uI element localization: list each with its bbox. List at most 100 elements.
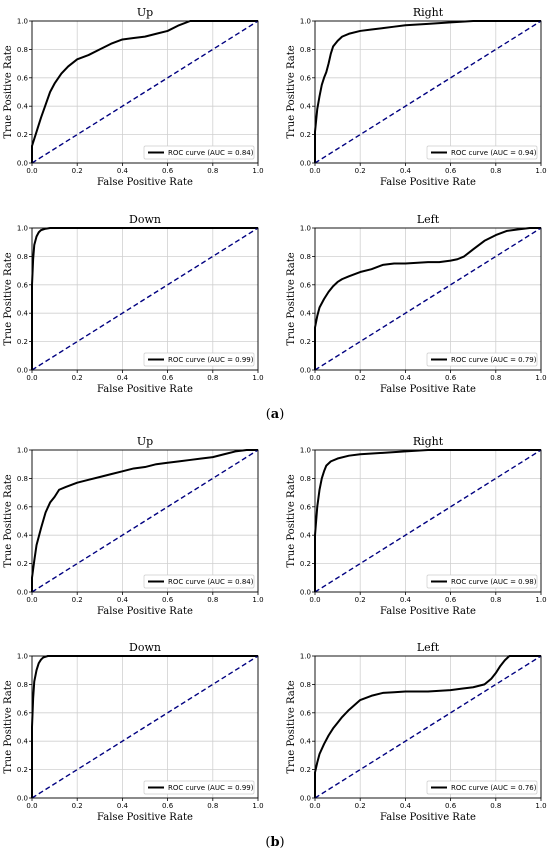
y-tick-label: 0.0 bbox=[17, 367, 28, 375]
x-tick-label: 1.0 bbox=[252, 802, 263, 810]
x-tick-label: 0.0 bbox=[26, 802, 37, 810]
y-tick-label: 1.0 bbox=[17, 18, 28, 26]
legend-box bbox=[143, 352, 255, 367]
y-tick-label: 0.0 bbox=[300, 795, 311, 803]
legend-entry: ROC curve (AUC = 0.84) bbox=[168, 578, 254, 586]
chance-diagonal-line bbox=[314, 227, 542, 371]
roc-curve-line bbox=[31, 449, 258, 592]
x-tick-label: 0.0 bbox=[309, 167, 320, 175]
y-tick-label: 0.2 bbox=[300, 766, 311, 774]
legend-box bbox=[426, 145, 538, 160]
y-tick-label: 1.0 bbox=[300, 653, 311, 661]
y-tick-label: 0.2 bbox=[17, 131, 28, 139]
x-tick-label: 0.2 bbox=[72, 802, 83, 810]
y-tick-label: 0.4 bbox=[300, 738, 312, 746]
x-tick-label: 0.4 bbox=[400, 374, 412, 382]
x-tick-label: 1.0 bbox=[252, 167, 263, 175]
panel-title: Left bbox=[417, 213, 440, 226]
y-axis-label: True Positive Rate bbox=[3, 474, 14, 567]
y-tick-label: 1.0 bbox=[300, 18, 311, 26]
x-tick-label: 0.8 bbox=[207, 167, 218, 175]
y-tick-label: 0.4 bbox=[300, 103, 312, 111]
x-tick-label: 0.8 bbox=[207, 374, 218, 382]
x-tick-label: 0.0 bbox=[309, 802, 320, 810]
legend-box bbox=[143, 145, 255, 160]
y-tick-label: 0.8 bbox=[300, 475, 311, 483]
x-axis-label: False Positive Rate bbox=[380, 177, 476, 188]
legend-box bbox=[143, 574, 255, 589]
caption-a-close: ) bbox=[279, 407, 284, 422]
y-axis-label: True Positive Rate bbox=[286, 680, 297, 773]
x-tick-label: 0.6 bbox=[445, 374, 457, 382]
legend-entry: ROC curve (AUC = 0.79) bbox=[451, 356, 537, 364]
x-tick-label: 0.8 bbox=[490, 802, 501, 810]
caption-b-close: ) bbox=[280, 835, 285, 850]
x-tick-label: 0.2 bbox=[355, 167, 366, 175]
y-tick-label: 0.4 bbox=[17, 532, 29, 540]
panel-b-right: 0.0 0.2 0.4 0.6 0.8 1.0 0.0 0.2 0.4 0.6 0.8 1.0 Righ… bbox=[286, 435, 547, 617]
x-tick-label: 0.4 bbox=[117, 374, 129, 382]
y-tick-label: 0.6 bbox=[300, 74, 312, 82]
roc-panels: 0.0 0.2 0.4 0.6 0.8 1.0 0.0 0.2 0.4 0.6 0.8 1.0 Up Fa… bbox=[3, 6, 547, 823]
roc-curve-line bbox=[314, 20, 541, 163]
x-tick-label: 0.0 bbox=[26, 596, 37, 604]
x-tick-label: 1.0 bbox=[535, 167, 546, 175]
panel-title: Down bbox=[129, 641, 161, 654]
x-axis-label: False Positive Rate bbox=[97, 384, 193, 395]
y-tick-label: 0.4 bbox=[300, 310, 312, 318]
y-axis-label: True Positive Rate bbox=[286, 45, 297, 138]
legend-box bbox=[426, 574, 538, 589]
plot-frame bbox=[314, 227, 542, 371]
plot-frame bbox=[31, 449, 259, 593]
y-tick-label: 0.8 bbox=[17, 253, 28, 261]
y-tick-label: 0.4 bbox=[17, 738, 29, 746]
legend-box bbox=[426, 780, 538, 795]
y-tick-label: 0.8 bbox=[17, 475, 28, 483]
x-tick-label: 0.2 bbox=[355, 596, 366, 604]
x-tick-label: 0.4 bbox=[400, 596, 412, 604]
panel-title: Up bbox=[137, 6, 153, 19]
y-axis-label: True Positive Rate bbox=[286, 252, 297, 345]
y-tick-label: 1.0 bbox=[300, 225, 311, 233]
x-tick-label: 0.6 bbox=[445, 596, 457, 604]
caption-a: (a) bbox=[266, 407, 285, 422]
y-tick-label: 0.0 bbox=[300, 589, 311, 597]
plot-frame bbox=[314, 655, 542, 799]
x-tick-label: 0.8 bbox=[490, 374, 501, 382]
legend-entry: ROC curve (AUC = 0.99) bbox=[168, 784, 254, 792]
x-tick-label: 0.6 bbox=[445, 802, 457, 810]
legend-box bbox=[426, 352, 538, 367]
x-tick-label: 0.4 bbox=[117, 596, 129, 604]
x-tick-label: 0.4 bbox=[400, 802, 412, 810]
x-tick-label: 0.8 bbox=[207, 596, 218, 604]
panel-title: Right bbox=[413, 6, 444, 19]
roc-curve-line bbox=[314, 227, 541, 370]
y-axis-label: True Positive Rate bbox=[3, 680, 14, 773]
y-tick-label: 1.0 bbox=[17, 447, 28, 455]
y-tick-label: 0.6 bbox=[300, 281, 312, 289]
x-tick-label: 0.4 bbox=[117, 802, 129, 810]
y-tick-label: 0.2 bbox=[300, 338, 311, 346]
panel-a-left: 0.0 0.2 0.4 0.6 0.8 1.0 0.0 0.2 0.4 0.6 0.8 1.0 Left… bbox=[286, 213, 547, 395]
legend-box bbox=[143, 780, 255, 795]
x-tick-label: 0.4 bbox=[117, 167, 129, 175]
plot-frame bbox=[31, 20, 259, 164]
panel-a-right: 0.0 0.2 0.4 0.6 0.8 1.0 0.0 0.2 0.4 0.6 0.8 1.0 Righ… bbox=[286, 6, 547, 188]
plot-frame bbox=[314, 449, 542, 593]
y-tick-label: 0.4 bbox=[300, 532, 312, 540]
y-tick-label: 0.2 bbox=[17, 560, 28, 568]
x-tick-label: 0.6 bbox=[162, 374, 174, 382]
y-tick-label: 0.2 bbox=[300, 560, 311, 568]
x-tick-label: 0.4 bbox=[400, 167, 412, 175]
chance-diagonal-line bbox=[314, 449, 542, 593]
y-tick-label: 0.2 bbox=[17, 338, 28, 346]
chance-diagonal-line bbox=[31, 227, 259, 371]
x-tick-label: 0.8 bbox=[490, 167, 501, 175]
y-axis-label: True Positive Rate bbox=[3, 252, 14, 345]
chance-diagonal-line bbox=[31, 20, 259, 164]
x-axis-label: False Positive Rate bbox=[97, 177, 193, 188]
chance-diagonal-line bbox=[31, 655, 259, 799]
y-tick-label: 0.0 bbox=[300, 160, 311, 168]
x-tick-label: 1.0 bbox=[535, 374, 546, 382]
y-tick-label: 0.0 bbox=[17, 795, 28, 803]
